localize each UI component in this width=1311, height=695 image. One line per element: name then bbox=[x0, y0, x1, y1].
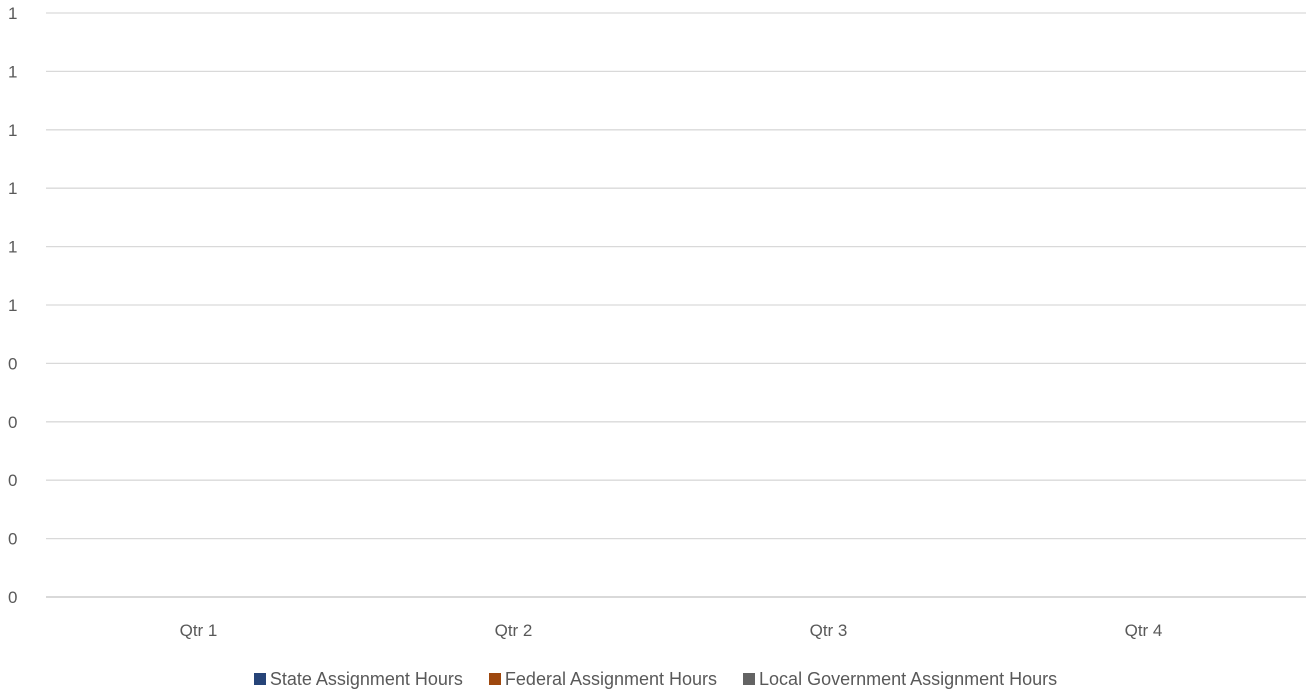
legend-swatch-local bbox=[743, 673, 756, 685]
x-tick-label: Qtr 3 bbox=[810, 621, 848, 640]
x-tick-label: Qtr 1 bbox=[180, 621, 218, 640]
x-tick-label: Qtr 4 bbox=[1125, 621, 1163, 640]
y-tick-label: 1 bbox=[8, 62, 17, 81]
y-tick-label: 0 bbox=[8, 413, 17, 432]
y-tick-label: 1 bbox=[8, 4, 17, 23]
y-tick-label: 0 bbox=[8, 471, 17, 490]
chart-legend: State Assignment Hours Federal Assignmen… bbox=[0, 667, 1311, 691]
legend-item-federal: Federal Assignment Hours bbox=[488, 667, 718, 691]
y-tick-label: 0 bbox=[8, 354, 17, 373]
y-tick-label: 1 bbox=[8, 238, 17, 257]
y-tick-label: 0 bbox=[8, 530, 17, 549]
y-tick-label: 1 bbox=[8, 179, 17, 198]
y-tick-label: 1 bbox=[8, 296, 17, 315]
legend-label-state: State Assignment Hours bbox=[269, 669, 463, 689]
legend-item-local: Local Government Assignment Hours bbox=[743, 667, 1057, 691]
legend-label-local: Local Government Assignment Hours bbox=[759, 669, 1058, 689]
legend-swatch-federal bbox=[488, 673, 501, 685]
legend-swatch-state bbox=[253, 673, 266, 685]
legend-item-state: State Assignment Hours bbox=[253, 667, 463, 691]
x-tick-label: Qtr 2 bbox=[495, 621, 533, 640]
legend-label-federal: Federal Assignment Hours bbox=[504, 669, 718, 689]
y-tick-label: 1 bbox=[8, 121, 17, 140]
y-tick-label: 0 bbox=[8, 588, 17, 607]
